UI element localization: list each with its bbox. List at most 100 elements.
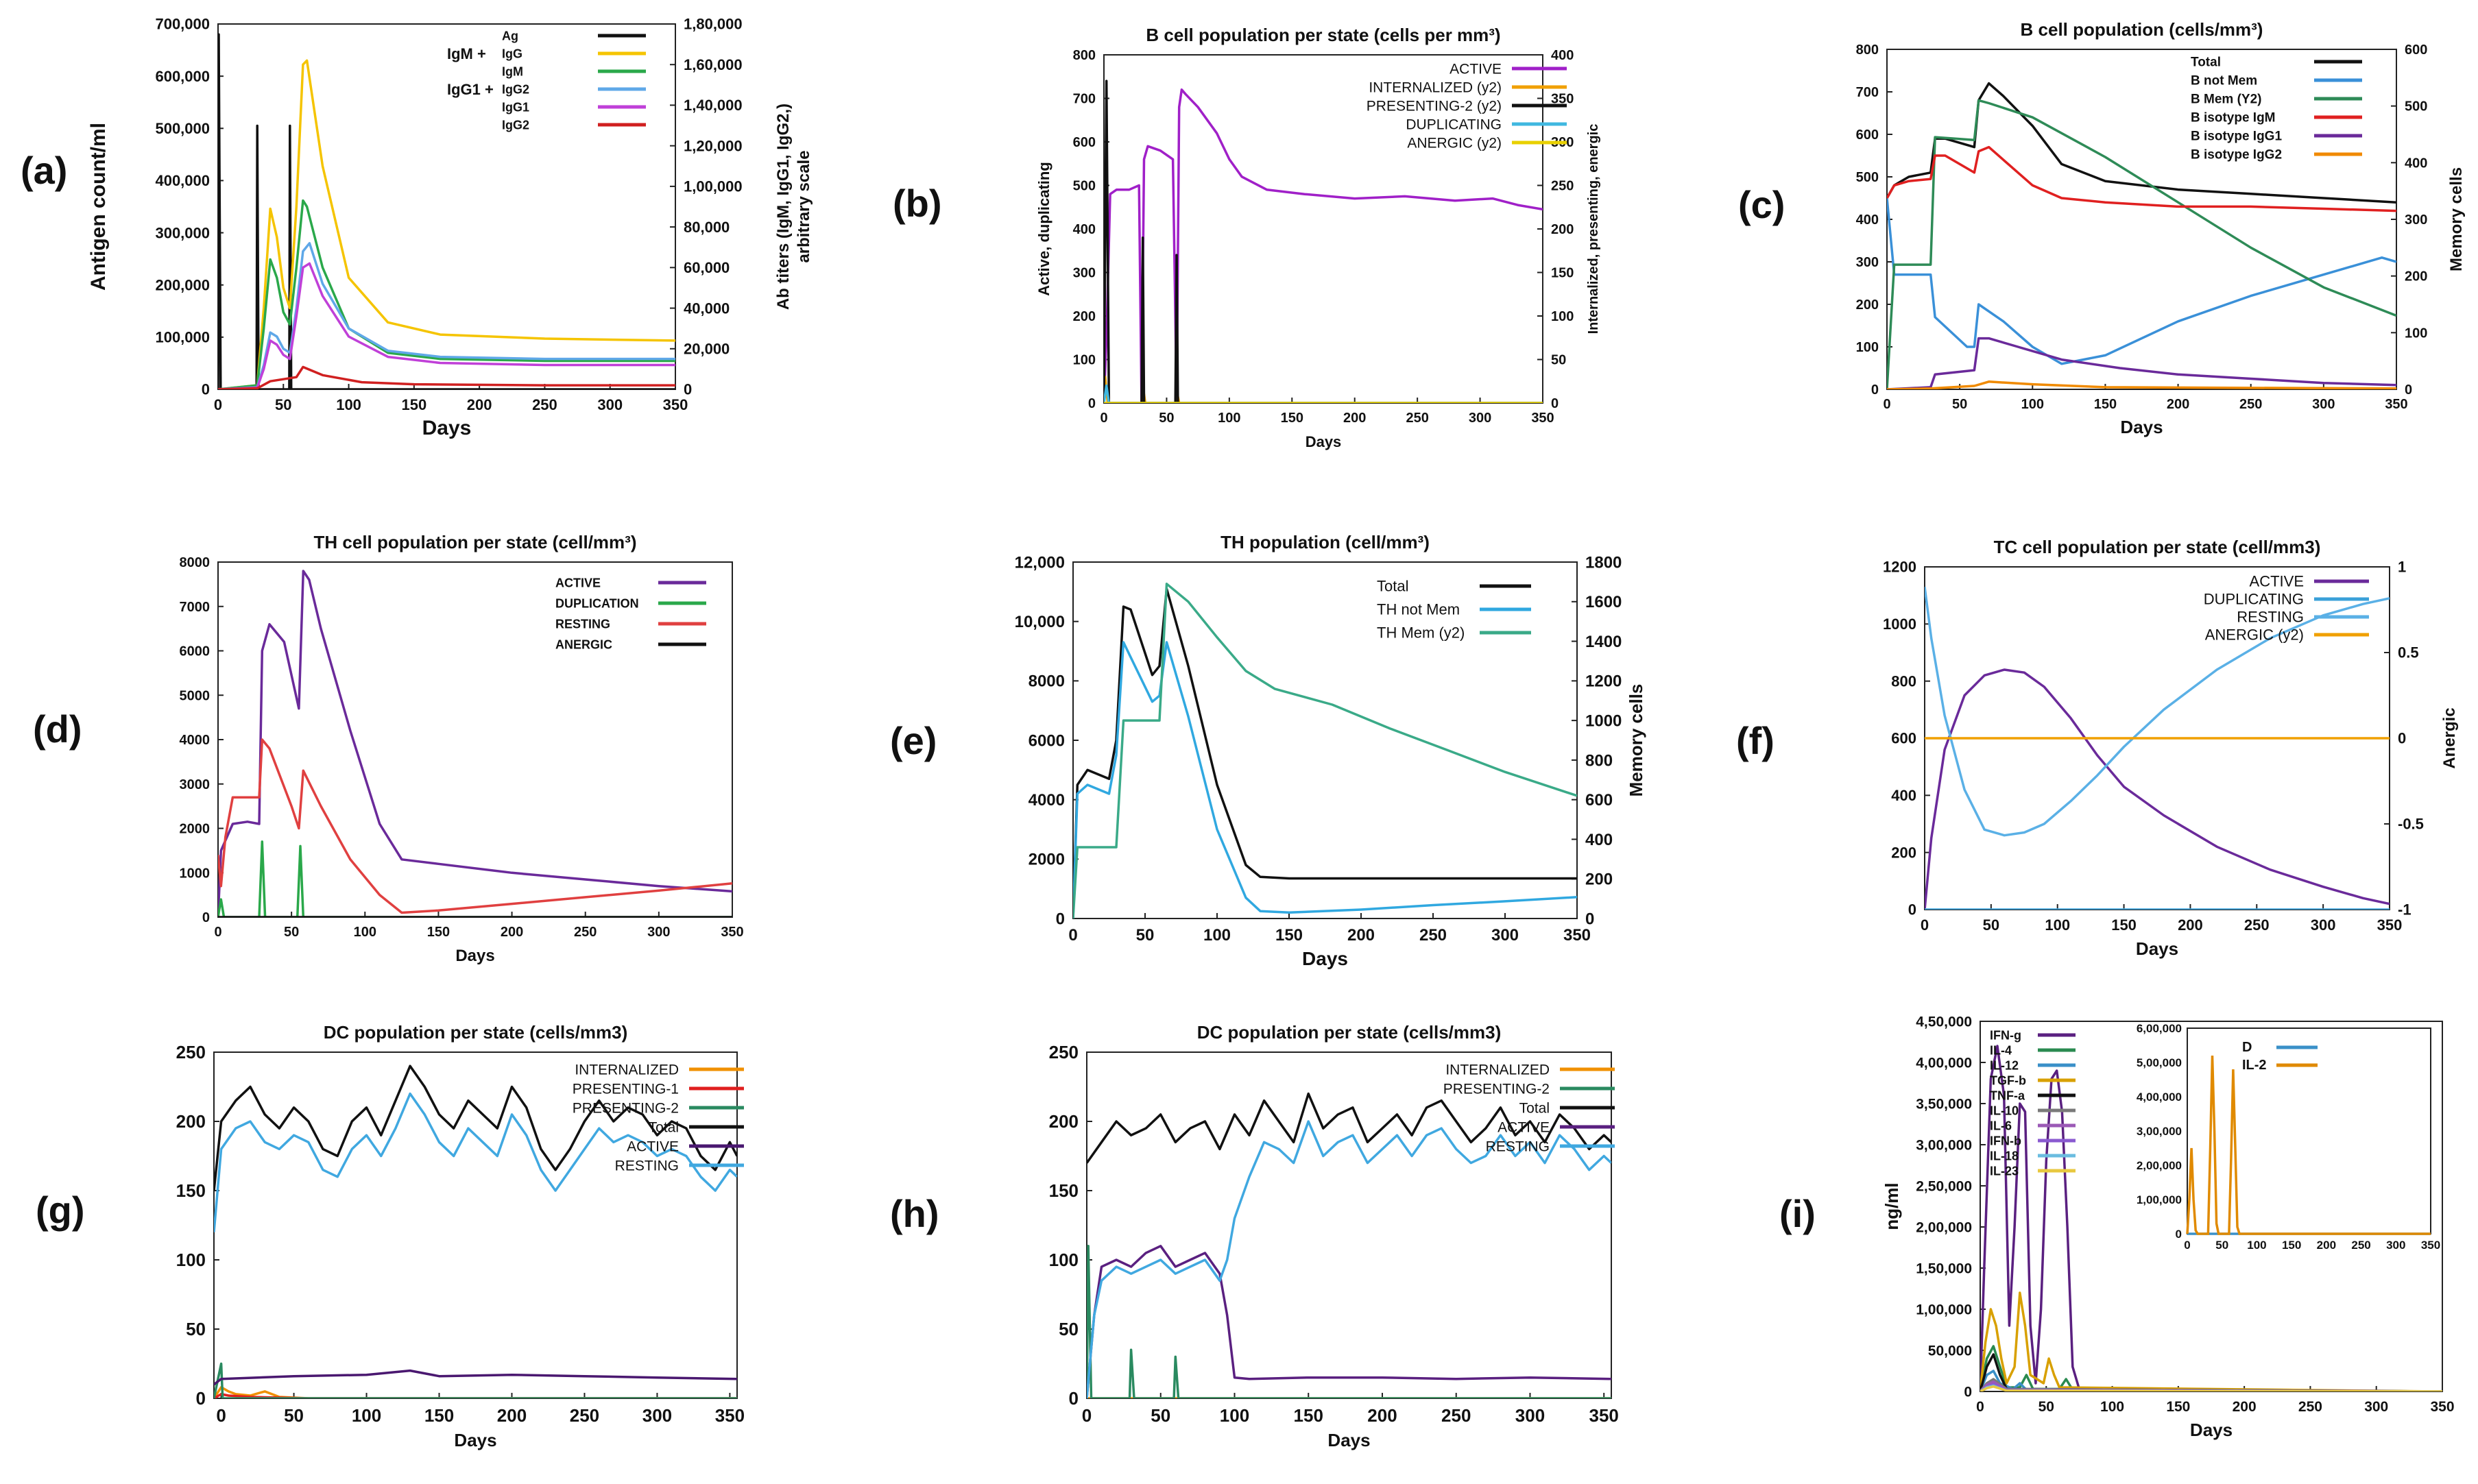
y2-tick-label: 50	[1551, 353, 1566, 368]
y-tick-label: 500	[1073, 179, 1096, 194]
y-tick-label: 700,000	[155, 16, 210, 33]
panel-label: (a)	[21, 149, 67, 192]
x-tick-label: 100	[352, 1405, 381, 1426]
y-tick-label: 200	[1073, 309, 1096, 324]
legend-label: B isotype IgG2	[2191, 148, 2282, 162]
x-tick-label: 100	[2021, 397, 2044, 412]
x-tick-label: 50	[284, 1405, 304, 1426]
series-line-resting	[1925, 586, 2390, 837]
y-tick-label: 0	[1908, 901, 1916, 919]
y-tick-label: 600	[1891, 730, 1916, 747]
y-tick-label: 1200	[1883, 559, 1916, 576]
x-tick-label: 150	[2166, 1399, 2190, 1415]
x-tick-label: 250	[2244, 916, 2270, 934]
y2-tick-label: 1200	[1585, 672, 1622, 691]
inset-x-tick-label: 0	[2184, 1239, 2190, 1252]
y-tick-label: 150	[1049, 1180, 1079, 1201]
x-tick-label: 250	[574, 925, 597, 940]
y-tick-label: 100	[1049, 1250, 1079, 1270]
legend-label: Total	[649, 1119, 679, 1135]
inset-y-tick-label: 4,00,000	[2137, 1091, 2182, 1104]
series-line-il-4	[1980, 1345, 2442, 1391]
series-line-active	[1925, 668, 2390, 910]
y-tick-label: 50,000	[1928, 1343, 1972, 1359]
legend-label: IgG2	[502, 82, 529, 96]
series-line-duplication	[218, 840, 732, 917]
legend-label: IL-10	[1990, 1104, 2019, 1117]
legend-label: TH not Mem	[1377, 601, 1460, 618]
chart-title: DC population per state (cells/mm3)	[324, 1022, 628, 1043]
y-tick-label: 8000	[1029, 672, 1065, 691]
x-tick-label: 200	[467, 396, 492, 413]
y2-axis-label: Anergic	[2440, 707, 2459, 768]
x-tick-label: 100	[2045, 916, 2070, 934]
y-tick-label: 4,00,000	[1916, 1055, 1972, 1071]
y2-tick-label: 200	[2405, 269, 2427, 284]
x-tick-label: 50	[275, 396, 291, 413]
legend-label: ACTIVE	[1497, 1119, 1550, 1135]
y2-tick-label: 1	[2398, 559, 2406, 576]
y-tick-label: 3,00,000	[1916, 1137, 1972, 1153]
y-tick-label: 250	[1049, 1042, 1079, 1062]
y-tick-label: 0	[202, 381, 210, 398]
plot-frame	[217, 561, 733, 918]
y-tick-label: 8000	[180, 555, 210, 570]
y2-tick-label: 400	[1585, 831, 1613, 849]
series-line-b-mem-y2-	[1887, 99, 2396, 389]
x-tick-label: 250	[1406, 411, 1428, 426]
legend-label: B Mem (Y2)	[2191, 93, 2261, 107]
y2-tick-label: 800	[1585, 751, 1613, 770]
inset-x-tick-label: 200	[2317, 1239, 2336, 1252]
legend-label: B isotype IgM	[2191, 111, 2276, 125]
y-tick-label: 500,000	[155, 120, 210, 137]
x-axis-label: Days	[2190, 1420, 2233, 1440]
x-axis-label: Days	[1306, 433, 1342, 450]
y-tick-label: 1,50,000	[1916, 1261, 1972, 1276]
y-tick-label: 4,50,000	[1916, 1014, 1972, 1030]
x-axis-label: Days	[2120, 417, 2163, 437]
y2-tick-label: 0.5	[2398, 644, 2419, 661]
series-line-presenting-2	[1087, 1245, 1611, 1398]
legend-label: IgG	[502, 47, 522, 60]
y2-tick-label: 100	[2405, 326, 2427, 341]
legend-label: B isotype IgG1	[2191, 130, 2282, 144]
y-tick-label: 100,000	[155, 329, 210, 346]
x-tick-label: 300	[642, 1405, 672, 1426]
series-line-total	[1073, 587, 1577, 919]
x-tick-label: 250	[1419, 926, 1447, 945]
legend-label: ACTIVE	[1449, 61, 1502, 77]
x-tick-label: 0	[1068, 926, 1077, 945]
series-line-b-not-mem	[1887, 197, 2396, 365]
legend-label: B not Mem	[2191, 74, 2257, 88]
legend-label: INTERNALIZED	[1445, 1062, 1550, 1078]
y-tick-label: 800	[1856, 42, 1879, 58]
legend-label: RESTING	[555, 617, 610, 631]
legend-label: ACTIVE	[555, 576, 601, 589]
legend-label: IgG1	[502, 100, 529, 114]
legend-label: IL-23	[1990, 1164, 2019, 1178]
y-tick-label: 0	[1871, 382, 1879, 398]
x-tick-label: 350	[1563, 926, 1591, 945]
legend-label: RESTING	[2237, 609, 2304, 626]
y2-tick-label: 60,000	[684, 259, 730, 276]
x-tick-label: 250	[532, 396, 557, 413]
y-tick-label: 4000	[1029, 791, 1065, 810]
series-line-igg2	[218, 365, 675, 389]
chart-title: TH population (cell/mm³)	[1220, 532, 1430, 552]
inset-y-tick-label: 6,00,000	[2137, 1022, 2182, 1035]
x-tick-label: 300	[2364, 1399, 2388, 1415]
x-axis-label: Days	[1302, 948, 1348, 969]
legend-label: INTERNALIZED	[575, 1062, 679, 1078]
legend-label: RESTING	[1486, 1139, 1550, 1154]
y2-tick-label: 300	[2405, 212, 2427, 228]
legend-label: ACTIVE	[627, 1139, 679, 1154]
series-line-active	[1087, 1245, 1611, 1398]
y-tick-label: 50	[1059, 1319, 1079, 1339]
y-tick-label: 3000	[180, 777, 210, 792]
y2-tick-label: 600	[2405, 42, 2427, 58]
y-tick-label: 200	[176, 1111, 206, 1132]
x-tick-label: 200	[2178, 916, 2203, 934]
y2-tick-label: 1,80,000	[684, 16, 743, 33]
y2-tick-label: 100	[1551, 309, 1574, 324]
x-tick-label: 300	[1515, 1405, 1545, 1426]
